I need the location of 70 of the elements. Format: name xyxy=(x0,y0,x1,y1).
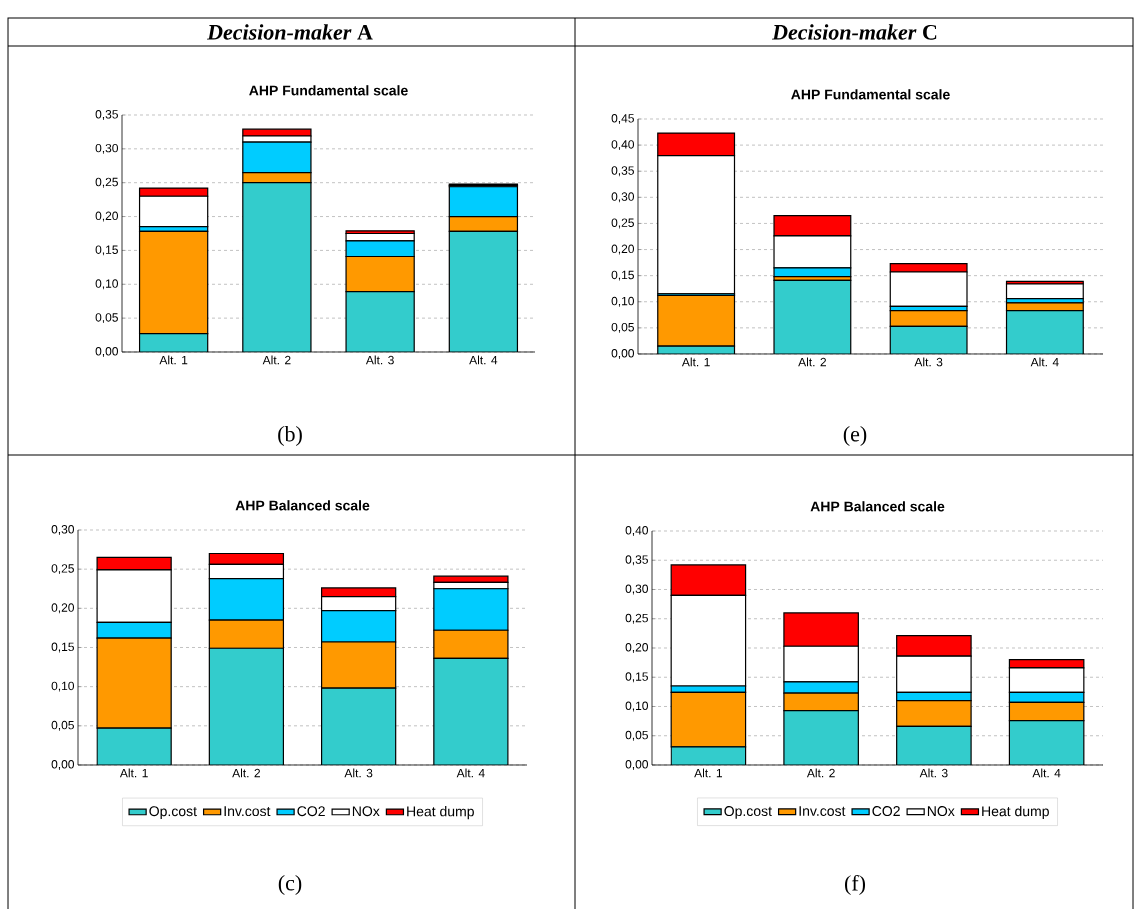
y-tick-label: 0,20 xyxy=(51,603,75,614)
y-tick-label: 0,10 xyxy=(611,296,635,307)
legend-label: Op.cost xyxy=(724,806,772,819)
x-tick-label: Alt. 4 xyxy=(456,768,485,778)
legend-label: NOx xyxy=(352,806,380,817)
y-tick-label: 0,30 xyxy=(611,192,635,203)
legend-label: Heat dump xyxy=(982,805,1049,819)
text: (f) xyxy=(844,874,866,896)
chart-title: AHP Balanced scale xyxy=(810,501,945,512)
text: (e) xyxy=(843,426,867,446)
y-tick-label: 0,00 xyxy=(51,760,75,770)
y-tick-label: 0,30 xyxy=(51,525,75,535)
y-tick-label: 0,25 xyxy=(611,218,634,229)
y-tick-label: 0,20 xyxy=(625,643,649,653)
chart-subtitle: Decision-maker C xyxy=(771,24,937,40)
y-tick-label: 0,40 xyxy=(611,140,635,151)
legend-label: Op.cost xyxy=(149,806,197,819)
y-tick-label: 0,00 xyxy=(95,347,119,357)
y-tick-label: 0,20 xyxy=(95,211,119,222)
x-tick-label: Alt. 2 xyxy=(806,768,835,778)
legend-label: NOx xyxy=(927,806,955,817)
y-tick-label: 0,05 xyxy=(625,730,648,741)
y-tick-label: 0,45 xyxy=(611,114,634,124)
legend-label: CO2 xyxy=(297,806,325,817)
legend-label: Inv.cost xyxy=(799,806,846,816)
x-tick-label: Alt. 3 xyxy=(365,355,394,365)
y-tick-label: 0,35 xyxy=(95,110,118,120)
x-tick-label: Alt. 4 xyxy=(1032,768,1061,778)
y-tick-label: 0,25 xyxy=(625,613,648,624)
x-tick-label: Alt. 4 xyxy=(469,355,498,365)
x-tick-label: Alt. 3 xyxy=(914,357,943,367)
y-tick-label: 0,15 xyxy=(95,245,118,256)
y-tick-label: 0,15 xyxy=(611,270,634,281)
y-tick-label: 0,05 xyxy=(611,322,634,333)
x-tick-label: Alt. 3 xyxy=(919,768,948,778)
text: (b) xyxy=(278,426,302,446)
x-tick-label: Alt. 1 xyxy=(159,355,188,365)
y-tick-label: 0,00 xyxy=(625,760,649,770)
y-tick-label: 0,30 xyxy=(625,584,649,595)
y-tick-label: 0,40 xyxy=(625,526,649,536)
text: (c) xyxy=(278,875,302,895)
chart-title: AHP Fundamental scale xyxy=(249,85,408,96)
y-tick-label: 0,30 xyxy=(95,143,119,154)
x-tick-label: Alt. 2 xyxy=(232,768,260,778)
x-tick-label: Alt. 3 xyxy=(344,768,373,778)
y-tick-label: 0,10 xyxy=(51,681,75,692)
y-tick-label: 0,25 xyxy=(51,564,74,575)
x-tick-label: Alt. 1 xyxy=(681,357,710,367)
x-tick-label: Alt. 2 xyxy=(262,355,291,365)
chart-title: AHP Balanced scale xyxy=(235,500,370,511)
legend-label: Heat dump xyxy=(407,806,474,820)
legend-label: Inv.cost xyxy=(224,806,271,817)
y-tick-label: 0,00 xyxy=(611,349,635,359)
y-tick-label: 0,35 xyxy=(625,555,648,566)
y-tick-label: 0,20 xyxy=(611,244,635,255)
y-tick-label: 0,25 xyxy=(95,177,118,188)
y-tick-label: 0,15 xyxy=(625,672,648,683)
y-tick-label: 0,10 xyxy=(95,279,119,290)
chart-title: AHP Fundamental scale xyxy=(791,89,950,100)
x-tick-label: Alt. 4 xyxy=(1030,357,1059,367)
y-tick-label: 0,10 xyxy=(625,701,649,712)
chart-subtitle: Decision-maker A xyxy=(206,24,373,40)
y-tick-label: 0,05 xyxy=(95,313,118,324)
y-tick-label: 0,15 xyxy=(51,642,74,653)
legend-label: CO2 xyxy=(872,806,900,817)
x-tick-label: Alt. 1 xyxy=(119,768,148,778)
x-tick-label: Alt. 2 xyxy=(798,357,826,367)
x-tick-label: Alt. 1 xyxy=(694,768,723,778)
y-tick-label: 0,05 xyxy=(51,720,74,731)
y-tick-label: 0,35 xyxy=(611,166,634,177)
